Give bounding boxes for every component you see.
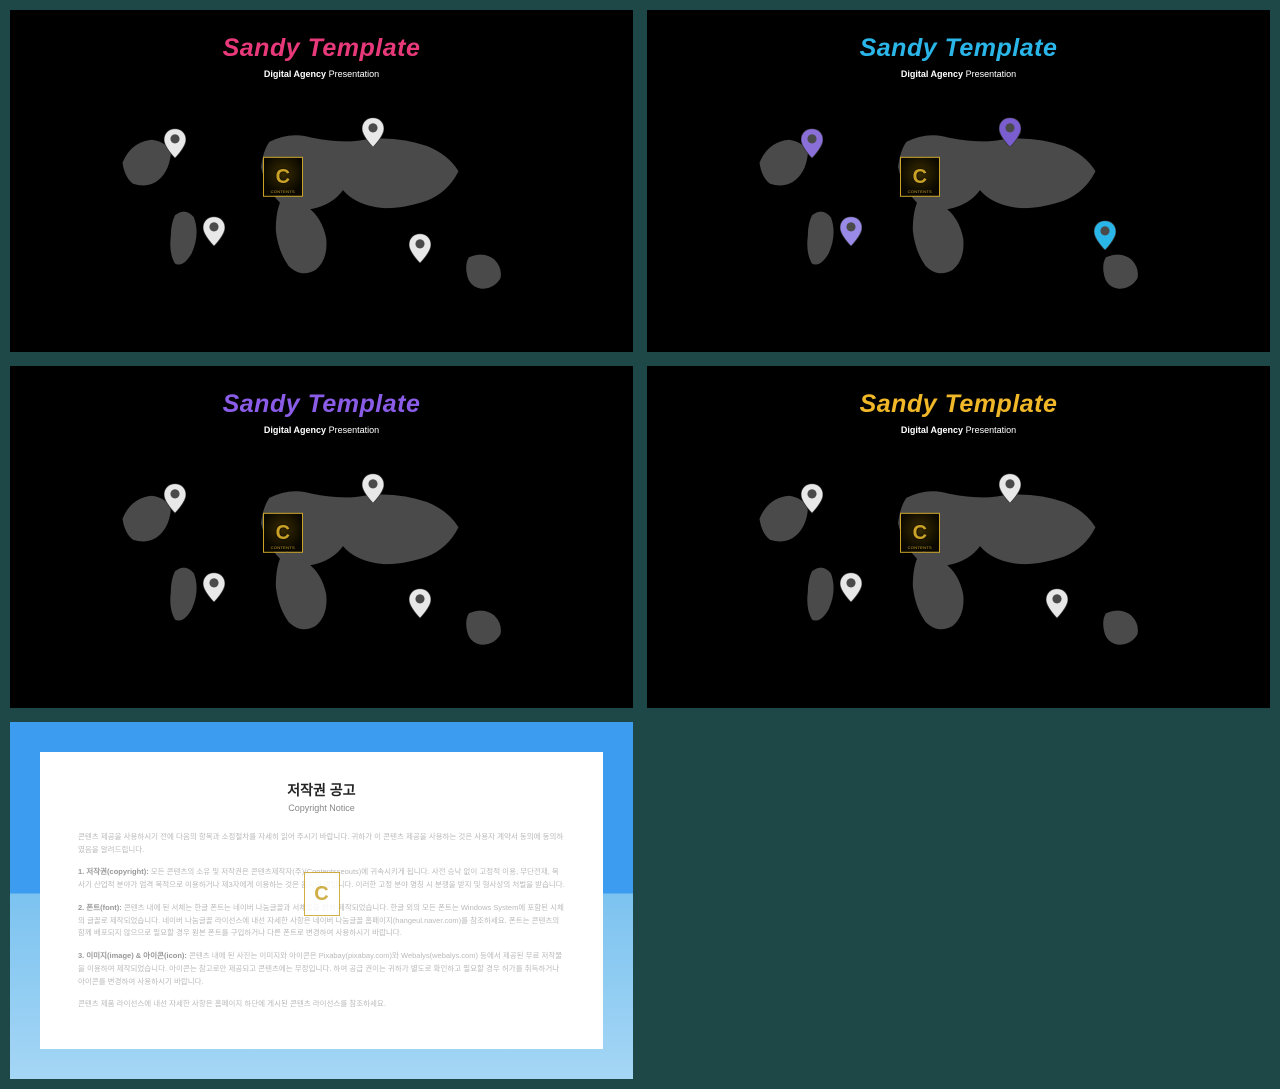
- copyright-card: 저작권 공고 Copyright Notice 콘텐츠 제공을 사용하시기 전에…: [40, 752, 603, 1049]
- map-pin-icon: [203, 572, 225, 602]
- map-pin-icon: [362, 474, 384, 504]
- map-pin-icon: [164, 484, 186, 514]
- map-pin-icon: [409, 589, 431, 619]
- map-pin-icon: [1046, 589, 1068, 619]
- logo-badge: CCONTENTS: [263, 157, 303, 197]
- world-map: CCONTENTS: [744, 100, 1174, 310]
- slide-3: Sandy Template Digital Agency Presentatio…: [10, 366, 633, 708]
- logo-letter: C: [314, 883, 328, 906]
- slide-title: Sandy Template: [10, 34, 633, 63]
- map-pin-icon: [801, 128, 823, 158]
- logo-sub: CONTENTS: [908, 545, 932, 550]
- map-pin-icon: [164, 128, 186, 158]
- slide-subtitle: Digital Agency Presentation: [647, 425, 1270, 435]
- slide-title: Sandy Template: [10, 390, 633, 419]
- slide-subtitle: Digital Agency Presentation: [10, 69, 633, 79]
- logo-sub: CONTENTS: [271, 189, 295, 194]
- world-map: CCONTENTS: [107, 100, 537, 310]
- copyright-body: 콘텐츠 제공을 사용하시기 전에 다음의 항목과 소정절차를 자세히 읽어 주시…: [78, 831, 565, 1011]
- copyright-p5: 콘텐츠 제품 라이선스에 내선 자세한 사항은 홈페이지 하단에 게시된 콘텐츠…: [78, 998, 565, 1011]
- title-block: Sandy Template Digital Agency Presentatio…: [10, 10, 633, 79]
- slide-grid: Sandy Template Digital Agency Presentatio…: [10, 10, 1270, 1079]
- logo-sub: CONTENTS: [271, 545, 295, 550]
- slide-subtitle: Digital Agency Presentation: [10, 425, 633, 435]
- logo-letter: C: [276, 166, 290, 189]
- map-pin-icon: [362, 118, 384, 148]
- title-block: Sandy Template Digital Agency Presentatio…: [647, 366, 1270, 435]
- map-pin-icon: [1094, 221, 1116, 251]
- world-map: CCONTENTS: [107, 455, 537, 665]
- copyright-subtitle: Copyright Notice: [78, 803, 565, 813]
- map-pin-icon: [801, 484, 823, 514]
- map-pin-icon: [203, 217, 225, 247]
- title-block: Sandy Template Digital Agency Presentatio…: [647, 10, 1270, 79]
- logo-letter: C: [913, 166, 927, 189]
- slide-subtitle: Digital Agency Presentation: [647, 69, 1270, 79]
- world-map: CCONTENTS: [744, 455, 1174, 665]
- slide-1: Sandy Template Digital Agency Presentatio…: [10, 10, 633, 352]
- slide-copyright: 저작권 공고 Copyright Notice 콘텐츠 제공을 사용하시기 전에…: [10, 722, 633, 1079]
- map-pin-icon: [840, 217, 862, 247]
- map-pin-icon: [999, 118, 1021, 148]
- slide-title: Sandy Template: [647, 34, 1270, 63]
- copyright-p1: 콘텐츠 제공을 사용하시기 전에 다음의 항목과 소정절차를 자세히 읽어 주시…: [78, 831, 565, 857]
- logo-badge: CCONTENTS: [900, 157, 940, 197]
- logo-sub: CONTENTS: [908, 189, 932, 194]
- map-pin-icon: [840, 572, 862, 602]
- logo-letter: C: [913, 522, 927, 545]
- slide-4: Sandy Template Digital Agency Presentatio…: [647, 366, 1270, 708]
- copyright-title: 저작권 공고: [78, 780, 565, 800]
- logo-badge: CCONTENTS: [263, 513, 303, 553]
- slide-title: Sandy Template: [647, 390, 1270, 419]
- map-pin-icon: [999, 474, 1021, 504]
- empty-cell: [647, 722, 1270, 1079]
- slide-2: Sandy Template Digital Agency Presentatio…: [647, 10, 1270, 352]
- copyright-p4: 3. 이미지(image) & 아이콘(icon): 콘텐츠 내에 된 사진는 …: [78, 950, 565, 988]
- logo-letter: C: [276, 522, 290, 545]
- logo-badge: CCONTENTS: [900, 513, 940, 553]
- map-pin-icon: [409, 233, 431, 263]
- title-block: Sandy Template Digital Agency Presentatio…: [10, 366, 633, 435]
- logo-badge: C: [304, 872, 340, 916]
